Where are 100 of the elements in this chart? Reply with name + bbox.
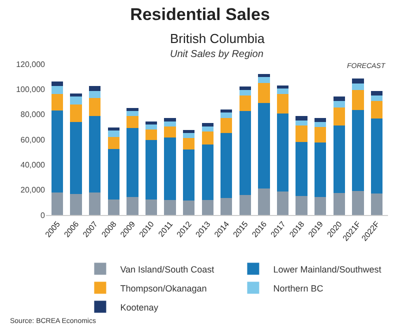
bar <box>258 82 270 104</box>
bar <box>145 129 158 140</box>
text: Unit Sales by Region <box>170 49 264 60</box>
y-tick-label: 20,000 <box>20 186 46 195</box>
bar <box>202 200 214 215</box>
bar <box>276 88 289 94</box>
bar <box>145 121 158 124</box>
bar <box>220 133 232 198</box>
chart-subtitle: British Columbia <box>170 31 266 46</box>
bar <box>276 94 289 114</box>
y-tick-label: 80,000 <box>20 110 46 120</box>
legend-label: Kootenay <box>120 302 159 312</box>
bar <box>296 142 308 196</box>
bar <box>89 91 101 98</box>
bar <box>145 199 158 215</box>
bar <box>370 91 383 96</box>
chart-title: Residential Sales <box>130 5 270 24</box>
bar <box>164 138 176 200</box>
bar <box>352 90 364 110</box>
legend-label: Northern BC <box>273 283 324 294</box>
bar <box>370 194 383 215</box>
bar <box>258 77 270 83</box>
bar <box>182 138 195 150</box>
bar <box>202 144 214 200</box>
bar <box>202 123 214 126</box>
bar <box>220 112 232 118</box>
bar <box>352 78 364 84</box>
bar <box>51 110 64 192</box>
bar <box>220 109 232 112</box>
bar <box>258 188 270 215</box>
bar <box>70 122 82 194</box>
bar <box>126 196 138 215</box>
legend-label: Thompson/Okanagan <box>120 283 207 294</box>
bar <box>182 133 195 138</box>
bar <box>220 198 232 215</box>
bar <box>314 122 326 127</box>
bar <box>182 150 195 201</box>
bar <box>352 84 364 90</box>
bar <box>314 126 326 143</box>
bar <box>333 192 345 215</box>
y-tick-label: 120,000 <box>16 60 46 69</box>
y-tick-label: 60,000 <box>20 135 46 144</box>
bar <box>70 96 82 104</box>
bar <box>296 120 308 126</box>
bar <box>145 140 158 200</box>
bar <box>108 130 120 137</box>
bar <box>51 86 64 94</box>
bar <box>108 136 120 149</box>
bar <box>239 95 252 112</box>
bar <box>51 94 64 111</box>
bar <box>276 85 289 89</box>
bar <box>182 200 195 215</box>
bar <box>296 126 308 142</box>
bar <box>239 90 252 96</box>
bar <box>145 124 158 130</box>
bar <box>276 192 289 215</box>
bar <box>126 116 138 128</box>
bar <box>220 118 232 134</box>
y-tick-label: 100,000 <box>16 84 46 94</box>
bar <box>164 126 176 138</box>
bar <box>202 126 214 132</box>
bar <box>239 86 252 90</box>
bar <box>89 116 101 192</box>
bar <box>314 118 326 122</box>
bar <box>108 148 120 200</box>
bar <box>258 74 270 78</box>
bar <box>126 111 138 116</box>
bar <box>314 196 326 215</box>
bar <box>370 95 383 102</box>
bar <box>296 116 308 121</box>
bar <box>164 121 176 126</box>
bar <box>164 118 176 122</box>
bar <box>182 130 195 134</box>
bar <box>51 192 64 215</box>
bar <box>333 107 345 126</box>
bar <box>276 114 289 192</box>
bar <box>370 118 383 194</box>
bar <box>314 142 326 197</box>
bar <box>352 191 364 215</box>
y-tick-label: 40,000 <box>20 160 46 170</box>
legend-label: Van Island/South Coast <box>120 264 215 274</box>
bar <box>352 110 364 192</box>
bar <box>126 108 138 112</box>
bar <box>89 86 101 92</box>
bar <box>370 101 383 119</box>
bar <box>239 111 252 195</box>
bar <box>202 131 214 145</box>
bar <box>333 126 345 193</box>
bar <box>333 96 345 102</box>
bar <box>70 194 82 215</box>
bar <box>126 128 138 197</box>
bar <box>108 128 120 131</box>
bar <box>108 199 120 215</box>
legend-label: Lower Mainland/Southwest <box>273 264 382 274</box>
bar <box>239 194 252 215</box>
bar <box>70 104 82 122</box>
bar <box>51 82 64 86</box>
bar <box>258 103 270 189</box>
y-tick-label: 0 <box>40 210 46 220</box>
bar <box>333 101 345 108</box>
